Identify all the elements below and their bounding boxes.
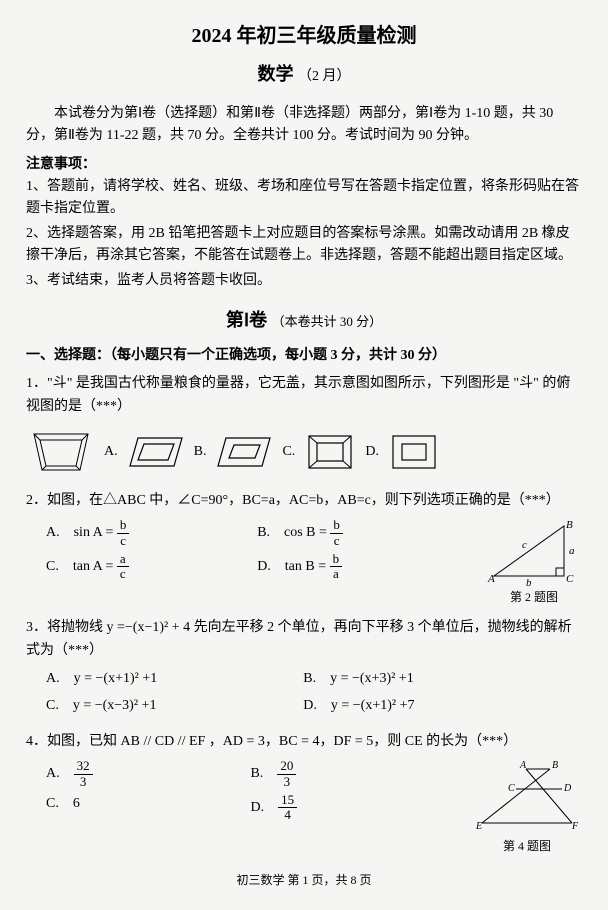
q4-figure: A B C D E F 第 4 题图	[472, 759, 582, 856]
q4-opt-c: C. 6	[46, 793, 250, 823]
q3-opt-d: D. y = −(x+1)² +7	[303, 695, 560, 717]
q4-options: A. 323 B. 203 C. 6 D. 154	[46, 759, 472, 826]
q3-text: 3．将抛物线 y =−(x−1)² + 4 先向左平移 2 个单位，再向下平移 …	[26, 617, 582, 662]
q3-opt-c: C. y = −(x−3)² +1	[46, 695, 303, 717]
q3-opt-a: A. y = −(x+1)² +1	[46, 668, 303, 690]
q3-opt-b: B. y = −(x+3)² +1	[303, 668, 560, 690]
svg-text:F: F	[571, 821, 579, 832]
q3-options: A. y = −(x+1)² +1 B. y = −(x+3)² +1 C. y…	[46, 668, 582, 721]
svg-text:B: B	[566, 519, 573, 531]
svg-text:D: D	[563, 783, 572, 794]
q4-opt-a: A. 323	[46, 759, 250, 789]
q4-opt-d: D. 154	[250, 793, 454, 823]
section-1-heading: 第Ⅰ卷 （本卷共计 30 分）	[26, 306, 582, 335]
q2-opt-a: A. sin A = bc	[46, 518, 257, 548]
q1-opt-c-icon	[303, 430, 357, 474]
svg-text:b: b	[526, 577, 532, 588]
question-3: 3．将抛物线 y =−(x−1)² + 4 先向左平移 2 个单位，再向下平移 …	[26, 617, 582, 721]
q1-text: 1．"斗" 是我国古代称量粮食的量器，它无盖，其示意图如图所示，下列图形是 "斗…	[26, 373, 582, 418]
dou-icon	[26, 424, 96, 480]
q1-opt-b-icon	[214, 430, 274, 474]
q2-caption: 第 2 题图	[486, 588, 582, 607]
svg-text:B: B	[552, 760, 558, 771]
svg-text:E: E	[475, 821, 482, 832]
q1-opt-a-icon	[126, 430, 186, 474]
q1-opt-a-label: A.	[104, 441, 118, 463]
svg-text:a: a	[569, 545, 575, 557]
subject: 数学	[258, 64, 294, 84]
question-1: 1．"斗" 是我国古代称量粮食的量器，它无盖，其示意图如图所示，下列图形是 "斗…	[26, 373, 582, 480]
q1-opt-d-icon	[387, 430, 441, 474]
notice-heading: 注意事项：	[26, 154, 582, 176]
question-2: 2．如图，在△ABC 中，∠C=90°，BC=a，AC=b，AB=c，则下列选项…	[26, 490, 582, 608]
q4-text: 4．如图，已知 AB // CD // EF ，AD = 3，BC = 4，DF…	[26, 731, 582, 753]
svg-text:c: c	[522, 539, 527, 551]
page-title: 2024 年初三年级质量检测	[26, 20, 582, 52]
svg-text:C: C	[566, 573, 574, 585]
page-subtitle: 数学 （2 月）	[26, 60, 582, 89]
part-1-heading: 一、选择题：（每小题只有一个正确选项，每小题 3 分，共计 30 分）	[26, 345, 582, 367]
intro-text: 本试卷分为第Ⅰ卷（选择题）和第Ⅱ卷（非选择题）两部分，第Ⅰ卷为 1-10 题，共…	[26, 103, 582, 148]
q1-figures: A. B. C. D.	[26, 424, 582, 480]
question-4: 4．如图，已知 AB // CD // EF ，AD = 3，BC = 4，DF…	[26, 731, 582, 857]
q4-caption: 第 4 题图	[472, 837, 582, 856]
q1-opt-d-label: D.	[365, 441, 379, 463]
page-footer: 初三数学 第 1 页，共 8 页	[26, 871, 582, 890]
notice-3: 3、考试结束，监考人员将答题卡收回。	[26, 270, 582, 292]
section-1-paren: （本卷共计 30 分）	[272, 314, 383, 329]
svg-text:A: A	[519, 760, 527, 771]
q2-options: A. sin A = bc B. cos B = bc C. tan A = a…	[46, 518, 486, 585]
section-1-title: 第Ⅰ卷	[226, 310, 267, 330]
q2-opt-b: B. cos B = bc	[257, 518, 468, 548]
q2-opt-d: D. tan B = ba	[257, 552, 468, 582]
q2-opt-c: C. tan A = ac	[46, 552, 257, 582]
q2-figure: A B C a b c 第 2 题图	[486, 518, 582, 607]
svg-text:C: C	[508, 783, 515, 794]
q1-opt-b-label: B.	[194, 441, 207, 463]
q4-opt-b: B. 203	[250, 759, 454, 789]
svg-text:A: A	[487, 573, 495, 585]
q1-opt-c-label: C.	[282, 441, 295, 463]
month-paren: （2 月）	[298, 69, 351, 84]
q2-text: 2．如图，在△ABC 中，∠C=90°，BC=a，AC=b，AB=c，则下列选项…	[26, 490, 582, 512]
notice-2: 2、选择题答案，用 2B 铅笔把答题卡上对应题目的答案标号涂黑。如需改动请用 2…	[26, 223, 582, 268]
notice-1: 1、答题前，请将学校、姓名、班级、考场和座位号写在答题卡指定位置，将条形码贴在答…	[26, 176, 582, 221]
